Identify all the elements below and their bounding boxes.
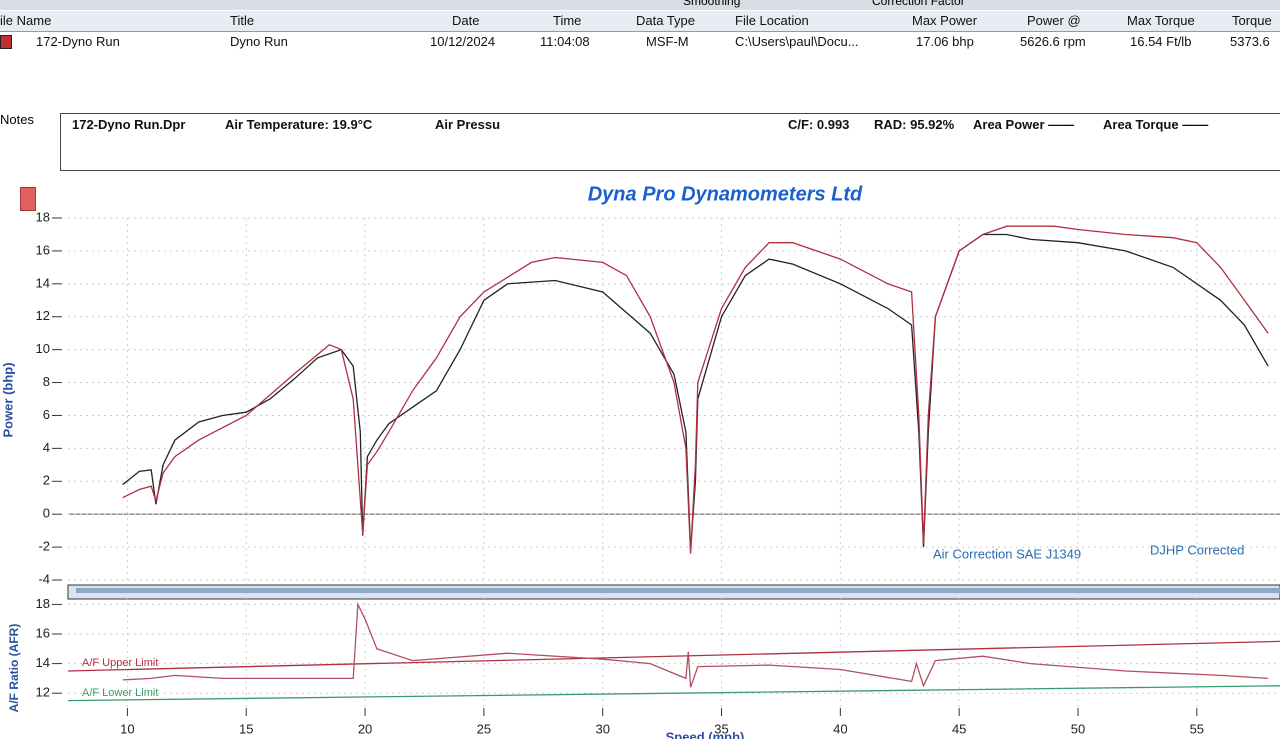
y-tick-label: 16: [36, 625, 50, 640]
y-tick-label: 14: [36, 655, 50, 670]
table-cell[interactable]: 5373.6: [1230, 34, 1270, 49]
column-header[interactable]: Date: [452, 13, 480, 28]
table-cell[interactable]: 11:04:08: [540, 34, 590, 49]
notes-box[interactable]: [60, 113, 1280, 171]
correction-factor-label: Correction Factor: [872, 0, 965, 8]
y-tick-label: 10: [36, 341, 50, 356]
table-cell[interactable]: 16.54 Ft/lb: [1130, 34, 1192, 49]
color-button[interactable]: [20, 187, 36, 211]
y-axis-label: A/F Ratio (AFR): [7, 624, 21, 713]
scrollbar-thumb[interactable]: [76, 588, 1280, 593]
y-tick-label: 2: [43, 473, 50, 488]
note-item: Area Torque ——: [1103, 117, 1209, 132]
column-header[interactable]: ile Name: [0, 13, 52, 28]
run-color-swatch[interactable]: [0, 35, 12, 49]
table-cell[interactable]: 10/12/2024: [430, 34, 496, 49]
table-cell[interactable]: 17.06 bhp: [916, 34, 974, 49]
x-tick-label: 30: [595, 721, 609, 736]
y-tick-label: -4: [38, 571, 50, 586]
smoothing-label: Smoothing: [683, 0, 741, 8]
y-tick-label: 12: [36, 685, 50, 700]
x-tick-label: 40: [833, 721, 847, 736]
column-header[interactable]: Max Torque: [1127, 13, 1195, 28]
x-tick-label: 20: [358, 721, 372, 736]
column-header[interactable]: Power @: [1027, 13, 1081, 28]
data-line: [122, 601, 1269, 688]
x-tick-label: 45: [952, 721, 966, 736]
notes-label: Notes: [0, 112, 34, 127]
annotation: Air Correction SAE J1349: [933, 546, 1081, 561]
table-cell[interactable]: C:\Users\paul\Docu...: [735, 34, 859, 49]
column-header[interactable]: Data Type: [636, 13, 696, 28]
column-header[interactable]: Max Power: [912, 13, 978, 28]
column-header[interactable]: Title: [230, 13, 255, 28]
table-cell[interactable]: Dyno Run: [230, 34, 288, 49]
y-tick-label: 8: [43, 374, 50, 389]
note-item: RAD: 95.92%: [874, 117, 955, 132]
data-line: [122, 233, 1269, 551]
note-item: Air Temperature: 19.9°C: [225, 117, 373, 132]
y-tick-label: 14: [36, 275, 50, 290]
y-tick-label: 0: [43, 506, 50, 521]
x-tick-label: 15: [239, 721, 253, 736]
chart-title: Dyna Pro Dynamometers Ltd: [588, 183, 863, 205]
note-item: Area Power ——: [973, 117, 1075, 132]
x-tick-label: 55: [1190, 721, 1204, 736]
table-header: [0, 11, 1280, 32]
table-cell[interactable]: 172-Dyno Run: [36, 34, 120, 49]
x-tick-label: 50: [1071, 721, 1085, 736]
y-tick-label: 18: [36, 209, 50, 224]
column-header[interactable]: Time: [553, 13, 582, 28]
note-item: 172-Dyno Run.Dpr: [72, 117, 186, 132]
table-cell[interactable]: MSF-M: [646, 34, 689, 49]
x-axis-label: Speed (mph): [666, 729, 745, 739]
note-item: Air Pressu: [435, 117, 501, 132]
data-line: [122, 225, 1269, 554]
y-tick-label: 16: [36, 242, 50, 257]
note-item: C/F: 0.993: [788, 117, 850, 132]
limit-label: A/F Lower Limit: [82, 687, 158, 699]
x-tick-label: 10: [120, 721, 134, 736]
y-tick-label: 4: [43, 440, 50, 455]
y-tick-label: 6: [43, 407, 50, 422]
x-tick-label: 35: [714, 721, 728, 736]
y-tick-label: 12: [36, 308, 50, 323]
limit-label: A/F Upper Limit: [82, 657, 158, 669]
data-line: [67, 640, 1280, 672]
column-header[interactable]: Torque: [1232, 13, 1272, 28]
toolbar: [0, 0, 1280, 10]
y-tick-label: 18: [36, 596, 50, 611]
data-line: [67, 685, 1280, 702]
x-tick-label: 25: [477, 721, 491, 736]
y-tick-label: -2: [38, 539, 50, 554]
table-cell[interactable]: 5626.6 rpm: [1020, 34, 1086, 49]
column-header[interactable]: File Location: [735, 13, 809, 28]
y-axis-label: Power (bhp): [0, 362, 15, 437]
